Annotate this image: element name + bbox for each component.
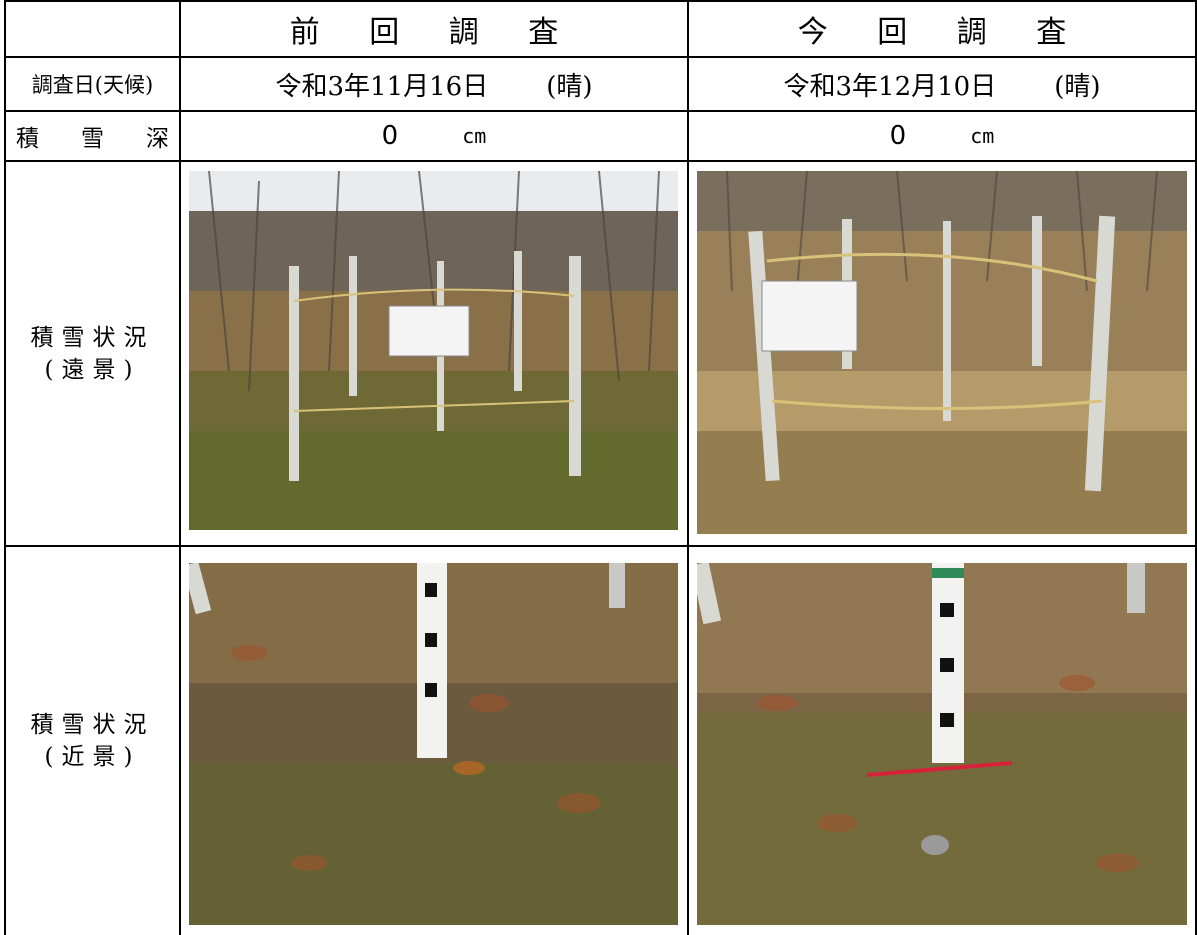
snow-depth-label: 積 雪 深	[6, 112, 179, 160]
close-view-label-line2: (近景)	[44, 744, 141, 770]
previous-survey-date: 令和3年11月16日	[275, 71, 489, 102]
distant-view-label: 積雪状況 (遠景)	[6, 162, 179, 545]
distant-view-label-line1: 積雪状況	[30, 324, 155, 351]
current-survey-date: 令和3年12月10日	[783, 71, 997, 102]
table-border-left	[4, 0, 6, 935]
current-snow-depth-value: 0	[889, 121, 907, 151]
table-row-line	[4, 56, 1197, 58]
header-previous-survey: 前 回 調 査	[289, 15, 579, 50]
previous-weather: (晴)	[546, 71, 593, 102]
previous-close-view-image	[189, 563, 678, 925]
table-row-line	[4, 545, 1197, 547]
table-row-line	[4, 160, 1197, 162]
distant-view-label-line2: (遠景)	[44, 356, 141, 383]
current-close-view-image	[697, 563, 1187, 925]
previous-survey-date-cell: 令和3年11月16日 (晴)	[181, 58, 687, 110]
table-border-right	[1195, 0, 1197, 935]
table-divider-label	[179, 0, 181, 935]
snow-depth-label-char: 雪	[81, 126, 104, 152]
header-current-survey: 今 回 調 査	[797, 15, 1087, 50]
current-weather: (晴)	[1054, 71, 1101, 102]
snow-depth-label-char: 深	[146, 126, 169, 152]
previous-snow-depth-cell: 0 cm	[181, 112, 687, 160]
current-snow-depth-cell: 0 cm	[689, 112, 1195, 160]
table-border-top	[4, 0, 1197, 2]
snow-depth-label-char: 積	[16, 126, 39, 152]
previous-distant-view-photo	[189, 171, 678, 530]
previous-snow-depth-unit: cm	[462, 124, 487, 148]
current-survey-date-cell: 令和3年12月10日 (晴)	[689, 58, 1195, 110]
close-view-label-line1: 積雪状況	[30, 712, 155, 738]
current-distant-view-image	[697, 171, 1187, 534]
previous-snow-depth-value: 0	[381, 121, 399, 151]
current-close-view-photo	[697, 563, 1187, 925]
survey-date-label: 調査日(天候)	[31, 73, 154, 97]
current-distant-view-photo	[697, 171, 1187, 534]
close-view-label: 積雪状況 (近景)	[6, 547, 179, 935]
previous-close-view-photo	[189, 563, 678, 925]
table-divider-middle	[687, 0, 689, 935]
current-snow-depth-unit: cm	[970, 124, 995, 148]
previous-distant-view-image	[189, 171, 678, 530]
table-row-line	[4, 110, 1197, 112]
